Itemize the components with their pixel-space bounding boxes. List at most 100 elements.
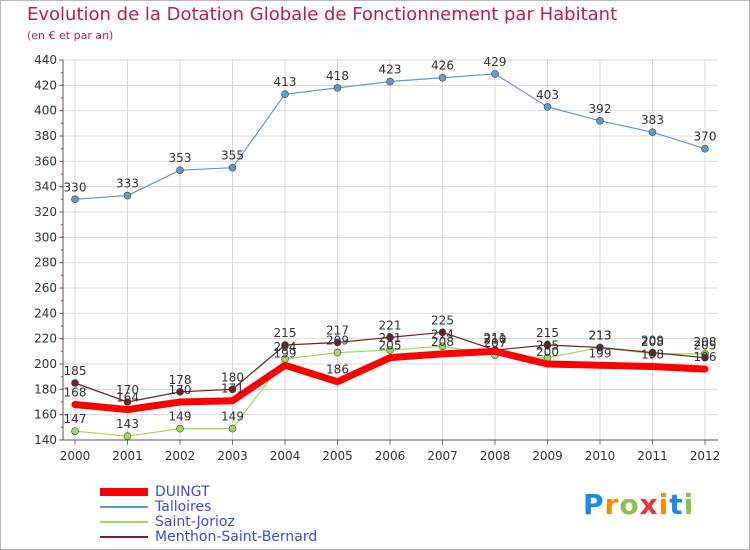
data-point-talloires	[491, 70, 499, 78]
data-label-duingt: 199	[589, 346, 612, 360]
x-tick-label: 2004	[270, 449, 301, 463]
x-tick-label: 2006	[375, 449, 406, 463]
data-label-duingt: 168	[64, 386, 87, 400]
y-tick-label: 380	[34, 129, 57, 143]
data-point-saint-jorioz	[71, 427, 79, 435]
data-point-duingt	[494, 350, 496, 353]
data-label-duingt: 205	[379, 339, 402, 353]
data-label-saint-jorioz: 147	[64, 412, 87, 426]
logo-letter: r	[604, 488, 620, 521]
logo-letter: P	[583, 488, 605, 521]
data-point-talloires	[333, 84, 342, 92]
data-label-saint-jorioz: 208	[641, 335, 664, 349]
logo-letter: i	[658, 488, 670, 521]
y-tick-label: 360	[34, 154, 57, 168]
data-label-saint-jorioz: 149	[169, 410, 192, 424]
data-label-saint-jorioz: 149	[221, 410, 244, 424]
x-tick-label: 2012	[690, 449, 721, 463]
data-point-saint-jorioz	[438, 342, 447, 351]
legend-item: Saint-Jorioz	[100, 514, 235, 530]
data-point-talloires	[596, 117, 604, 125]
data-point-saint-jorioz	[228, 424, 237, 433]
data-label-saint-jorioz: 143	[116, 417, 139, 431]
data-point-duingt	[441, 352, 444, 355]
x-tick-label: 2001	[112, 449, 143, 463]
data-label-talloires: 429	[484, 55, 507, 69]
y-tick-label: 160	[34, 408, 57, 422]
data-point-talloires	[701, 144, 709, 153]
data-point-menthon-saint-bernard	[281, 341, 289, 349]
data-label-duingt: 170	[169, 383, 192, 397]
data-point-duingt	[284, 364, 286, 367]
data-label-duingt: 186	[326, 363, 349, 377]
y-tick-label: 180	[34, 382, 57, 396]
data-point-menthon-saint-bernard	[333, 338, 342, 347]
data-label-talloires: 383	[641, 113, 664, 127]
data-label-talloires: 355	[221, 149, 244, 163]
data-point-menthon-saint-bernard	[596, 343, 604, 352]
data-point-menthon-saint-bernard	[71, 379, 79, 387]
data-point-talloires	[71, 195, 79, 204]
data-label-menthon-saint-bernard: 180	[221, 370, 244, 384]
legend-item: Menthon-Saint-Bernard	[100, 529, 317, 545]
y-tick-label: 220	[34, 332, 57, 346]
data-point-duingt	[126, 408, 129, 411]
data-point-talloires	[386, 77, 394, 86]
data-label-menthon-saint-bernard: 225	[431, 313, 454, 327]
data-label-saint-jorioz: 204	[274, 340, 297, 354]
data-point-duingt	[704, 368, 706, 371]
data-point-duingt	[336, 380, 339, 383]
x-tick-label: 2008	[480, 449, 511, 463]
data-label-saint-jorioz: 205	[536, 339, 559, 353]
data-label-menthon-saint-bernard: 178	[169, 373, 192, 387]
data-point-saint-jorioz	[386, 346, 394, 354]
y-tick-label: 300	[34, 230, 57, 244]
data-point-duingt	[389, 356, 391, 359]
data-label-duingt: 196	[694, 350, 717, 364]
x-tick-label: 2000	[60, 449, 91, 463]
data-label-menthon-saint-bernard: 209	[641, 334, 664, 348]
data-point-menthon-saint-bernard	[701, 353, 709, 362]
legend-swatch	[100, 536, 148, 538]
data-point-menthon-saint-bernard	[228, 385, 237, 394]
logo-letter: t	[669, 488, 684, 521]
x-tick-label: 2011	[637, 449, 668, 463]
data-label-menthon-saint-bernard: 213	[589, 329, 612, 343]
legend-label: Menthon-Saint-Bernard	[155, 529, 318, 545]
data-label-duingt: 210	[484, 332, 507, 346]
data-label-duingt: 208	[431, 335, 454, 349]
x-tick-label: 2009	[532, 449, 563, 463]
legend-label: Talloires	[155, 499, 212, 515]
data-label-duingt: 199	[274, 346, 297, 360]
data-label-duingt: 198	[641, 348, 664, 362]
data-point-menthon-saint-bernard	[438, 328, 447, 337]
data-point-menthon-saint-bernard	[386, 333, 394, 342]
data-point-saint-jorioz	[333, 348, 342, 357]
legend-swatch	[100, 488, 148, 496]
data-point-duingt	[651, 365, 654, 368]
y-tick-label: 140	[34, 433, 57, 447]
logo-letter: x	[639, 488, 659, 521]
data-point-duingt	[546, 363, 549, 365]
data-point-duingt	[179, 401, 181, 403]
y-tick-label: 440	[34, 53, 57, 67]
data-point-saint-jorioz	[176, 424, 184, 433]
data-label-menthon-saint-bernard: 211	[484, 331, 507, 345]
data-point-menthon-saint-bernard	[648, 348, 657, 357]
data-label-talloires: 330	[64, 180, 87, 194]
data-point-menthon-saint-bernard	[123, 398, 132, 406]
legend-item: Talloires	[100, 499, 211, 515]
legend-label: Saint-Jorioz	[155, 514, 235, 530]
data-label-menthon-saint-bernard: 215	[536, 326, 559, 340]
x-tick-label: 2007	[427, 449, 458, 463]
data-label-talloires: 413	[274, 75, 297, 89]
data-label-menthon-saint-bernard: 170	[116, 383, 139, 397]
data-point-duingt	[599, 364, 601, 367]
chart-subtitle: (en € et par an)	[27, 29, 114, 42]
data-label-talloires: 392	[589, 102, 612, 116]
x-tick-label: 2002	[165, 449, 196, 463]
y-tick-label: 340	[34, 180, 57, 194]
y-tick-label: 420	[34, 78, 57, 92]
y-tick-label: 280	[34, 256, 57, 270]
data-label-menthon-saint-bernard: 205	[694, 339, 717, 353]
